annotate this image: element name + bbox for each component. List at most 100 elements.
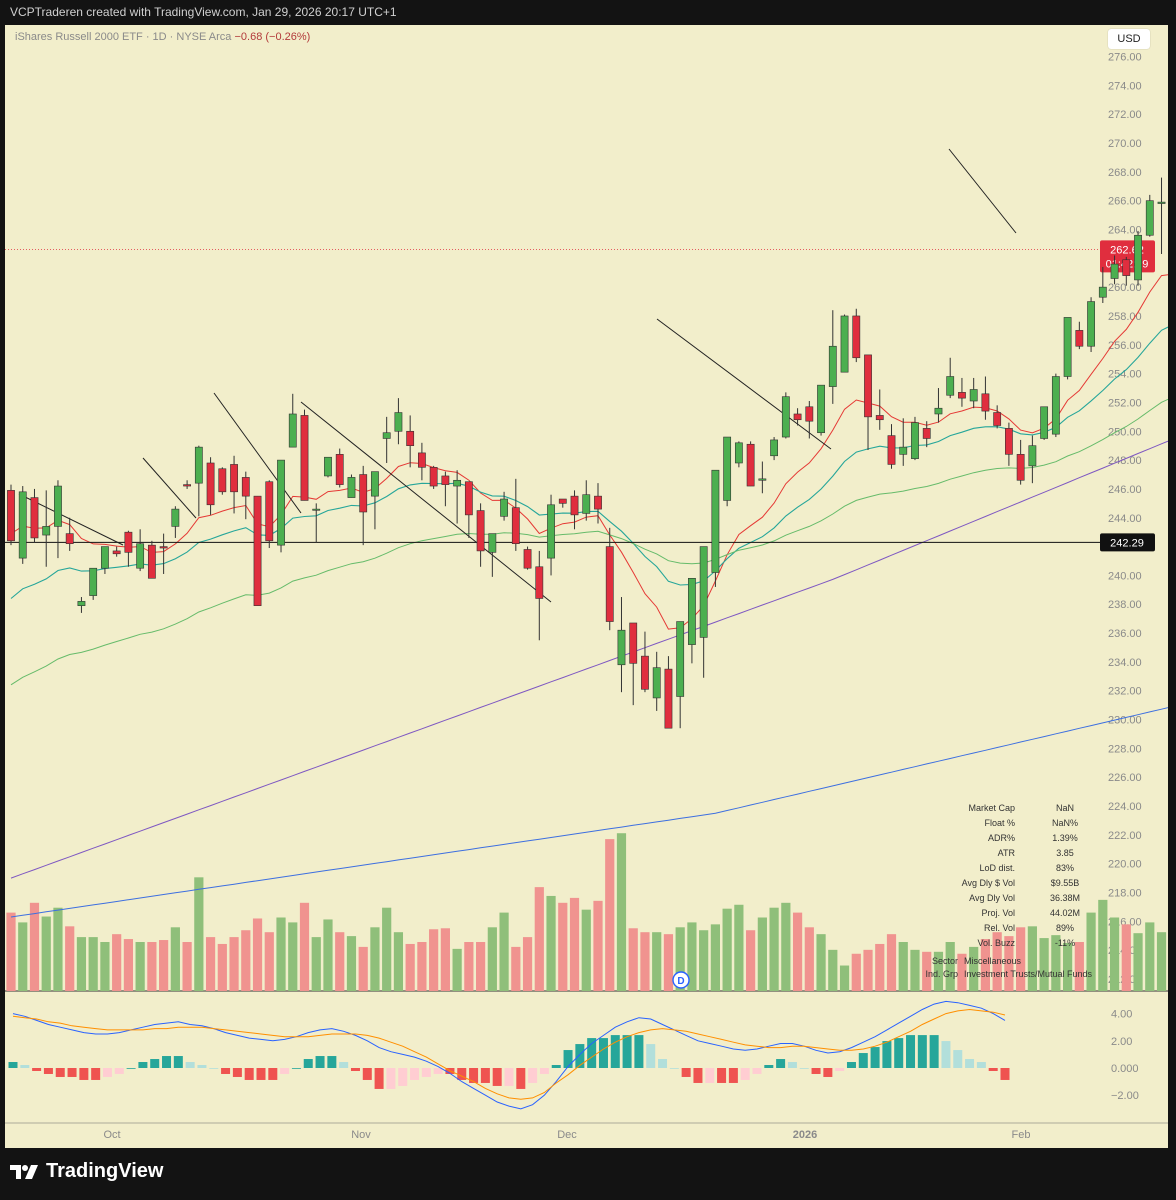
candle-body: [511, 507, 520, 545]
macd-histogram-bar: [941, 1041, 951, 1068]
candle-body: [101, 546, 109, 569]
volume-bar: [417, 942, 427, 991]
volume-bar: [616, 833, 627, 991]
macd-line: [12, 1000, 1006, 1110]
fundamental-label: Avg Dly $ Vol: [961, 878, 1015, 888]
level-badge-text: 242.29: [1110, 537, 1144, 549]
volume-bar: [452, 948, 462, 991]
fundamental-row: Vol. Buzz -11%: [930, 937, 1101, 952]
macd-histogram-bar: [20, 1065, 30, 1068]
fundamental-row: Market Cap NaN: [930, 802, 1101, 817]
chart-svg[interactable]: 212.00214.00216.00218.00220.00222.00224.…: [5, 25, 1168, 1148]
price-axis-tick: 272.00: [1108, 109, 1142, 121]
candle-body: [288, 413, 297, 448]
volume-bar: [1145, 922, 1155, 991]
macd-histogram-bar: [469, 1068, 479, 1083]
macd-histogram-bar: [221, 1068, 231, 1074]
candle-body: [993, 412, 1002, 426]
chart-panel[interactable]: 212.00214.00216.00218.00220.00222.00224.…: [5, 25, 1168, 1148]
volume-bar: [1133, 933, 1143, 991]
candle-body: [617, 629, 626, 666]
volume-bar: [346, 936, 357, 991]
candle-body: [7, 490, 15, 542]
macd-histogram-bar: [894, 1038, 904, 1068]
macd-histogram-bar: [752, 1068, 762, 1074]
volume-bar: [1156, 932, 1167, 991]
macd-histogram-bar: [126, 1068, 136, 1069]
price-axis-tick: 244.00: [1108, 513, 1142, 525]
macd-histogram-bar: [374, 1068, 384, 1089]
volume-bar: [76, 937, 87, 991]
macd-histogram-bar: [728, 1068, 738, 1083]
macd-histogram-bar: [303, 1059, 313, 1068]
macd-histogram-bar: [43, 1068, 53, 1074]
candle-body: [582, 494, 591, 514]
macd-histogram-bar: [882, 1041, 892, 1068]
candle-body: [1016, 454, 1025, 481]
macd-histogram-bar: [315, 1056, 325, 1068]
currency-button[interactable]: USD: [1108, 29, 1150, 49]
macd-histogram-bar: [610, 1035, 620, 1068]
candle-body: [770, 439, 778, 457]
candle-body: [934, 407, 943, 415]
time-axis-label: 2026: [793, 1129, 817, 1141]
candle-body: [65, 533, 74, 545]
macd-histogram-bar: [79, 1068, 89, 1080]
candle-body: [946, 376, 955, 396]
volume-bar: [804, 927, 814, 991]
volume-bar: [499, 912, 509, 991]
macd-histogram-bar: [693, 1068, 703, 1083]
macd-histogram-bar: [776, 1059, 786, 1068]
macd-histogram-bar: [8, 1062, 18, 1068]
candle-body: [699, 546, 708, 638]
volume-bar: [288, 922, 298, 991]
trendline: [656, 318, 832, 450]
macd-histogram-bar: [492, 1068, 502, 1086]
candle-body: [1157, 201, 1166, 204]
macd-histogram-bar: [480, 1068, 490, 1083]
candle-body: [230, 464, 238, 493]
fundamental-label: Vol. Buzz: [977, 938, 1015, 948]
candle-body: [371, 471, 379, 497]
volume-bar: [123, 939, 133, 991]
candle-body: [359, 474, 368, 513]
macd-histogram-bar: [658, 1059, 668, 1068]
macd-histogram-bar: [551, 1065, 561, 1068]
macd-histogram-bar: [162, 1056, 172, 1068]
macd-histogram-bar: [906, 1035, 916, 1068]
candle-body: [265, 481, 274, 542]
volume-bar: [1016, 927, 1026, 991]
macd-histogram-bar: [114, 1068, 124, 1074]
macd-histogram-bar: [173, 1056, 183, 1068]
tradingview-logo-text: TradingView: [46, 1160, 164, 1182]
volume-bar: [746, 930, 756, 991]
volume-bar: [534, 887, 544, 991]
candle-body: [112, 550, 121, 555]
macd-histogram-bar: [197, 1065, 207, 1068]
fundamentals-table: Market Cap NaN Float % NaN% ADR% 1.39% ATR 3.85…: [930, 802, 1101, 952]
volume-bar: [652, 932, 662, 991]
macd-histogram-bar: [339, 1062, 349, 1068]
candle-body: [688, 577, 696, 645]
volume-bar: [886, 934, 897, 991]
candle-body: [758, 478, 767, 481]
candle-body: [805, 406, 814, 422]
time-axis-label: Oct: [103, 1129, 120, 1141]
volume-bar: [217, 943, 227, 991]
candle-body: [218, 468, 227, 493]
sma200-line: [10, 707, 1168, 918]
volume-bar: [781, 902, 791, 991]
candle-body: [1063, 317, 1072, 377]
macd-histogram-bar: [280, 1068, 290, 1074]
candle-body: [781, 396, 790, 438]
candle-body: [535, 566, 544, 599]
macd-histogram-bar: [858, 1053, 868, 1068]
fundamental-value: 83%: [1055, 863, 1074, 873]
macd-histogram-bar: [976, 1062, 986, 1068]
tradingview-logo-icon: [10, 1164, 38, 1179]
macd-histogram-bar: [421, 1068, 431, 1077]
tradingview-logo[interactable]: TradingView: [10, 1160, 163, 1183]
fundamental-label: ATR: [997, 848, 1015, 858]
volume-bar: [663, 934, 674, 991]
volume-bar: [440, 928, 450, 991]
